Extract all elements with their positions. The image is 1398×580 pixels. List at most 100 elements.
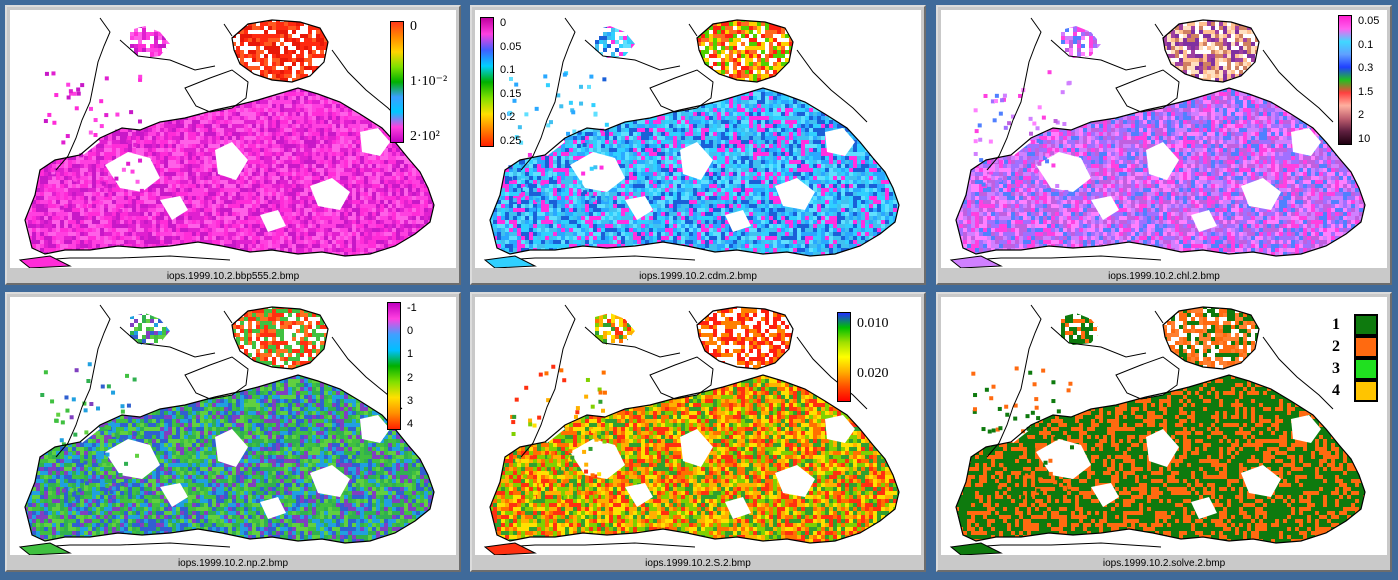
shelf-data-field — [595, 26, 635, 58]
azov-coastline — [1162, 19, 1260, 83]
coastline — [955, 87, 1366, 257]
black-sea-map — [18, 17, 435, 268]
colorbar-tick-label: 2 — [1358, 109, 1364, 121]
crimea-land — [184, 356, 249, 400]
river-coast — [970, 17, 1334, 261]
colorbar-legend: 0.010 0.020 — [837, 312, 913, 402]
colorbar-tick-label: 0 — [410, 20, 417, 34]
shelf-data-field — [130, 26, 170, 58]
colorbar-tick-label: 0 — [407, 325, 413, 337]
colorbar-tick-label: 0.25 — [500, 135, 521, 147]
colorbar-tick-label: 0.2 — [500, 111, 515, 123]
colorbar-tick-label: 0.3 — [1358, 62, 1373, 74]
colorbar-tick-label: 0.05 — [1358, 15, 1379, 27]
class-number: 2 — [1328, 338, 1344, 356]
crimea-land — [1115, 356, 1180, 400]
map-window-solve[interactable]: 1 2 3 4 iops.1999.10.2.solve.2.bmp — [936, 292, 1392, 572]
colorbar — [1338, 15, 1352, 145]
shelf-data-field — [1061, 26, 1101, 58]
colorbar-legend: 0 0.05 0.1 0.15 0.2 0.25 — [480, 17, 530, 147]
colorbar-tick-label: -1 — [407, 302, 417, 314]
colorbar-tick-label: 2 — [407, 372, 413, 384]
colorbar-tick-label: 0 — [500, 17, 506, 29]
black-sea-map — [483, 17, 900, 268]
river-coast — [970, 304, 1334, 548]
map-window-cdm[interactable]: 0 0.05 0.1 0.15 0.2 0.25 iops.1999.10.2.cdm.2… — [470, 5, 926, 285]
filename-status: iops.1999.10.2.cdm.2.bmp — [475, 270, 921, 283]
colorbar-tick-label: 1.5 — [1358, 86, 1373, 98]
colorbar-legend: -1 0 1 2 3 4 — [387, 302, 437, 430]
black-sea-map — [949, 17, 1366, 268]
filename-status: iops.1999.10.2.S.2.bmp — [475, 557, 921, 570]
crimea-land — [1115, 69, 1180, 113]
map-window-bbp555[interactable]: 0 1·10⁻² 2·10² iops.1999.10.2.bbp555.2.bmp — [5, 5, 461, 285]
marmara-corner — [18, 255, 72, 268]
filename-status: iops.1999.10.2.solve.2.bmp — [941, 557, 1387, 570]
map-window-np[interactable]: -1 0 1 2 3 4 iops.1999.10.2.np.2.bmp — [5, 292, 461, 572]
crimea-land — [649, 69, 714, 113]
azov-coastline — [1162, 306, 1260, 370]
map-canvas — [10, 10, 456, 268]
black-sea-map — [18, 304, 435, 555]
colorbar — [390, 21, 404, 143]
crimea-land — [649, 356, 714, 400]
class-number: 1 — [1328, 316, 1344, 334]
river-coast — [504, 17, 868, 261]
coastline — [24, 87, 435, 257]
shelf-data-field — [130, 313, 170, 345]
river-coast — [39, 304, 403, 548]
class-swatch — [1354, 336, 1378, 358]
class-swatch — [1354, 358, 1378, 380]
black-sea-map — [483, 304, 900, 555]
map-canvas — [475, 10, 921, 268]
map-canvas — [941, 10, 1387, 268]
colorbar-tick-label: 10 — [1358, 133, 1370, 145]
colorbar-tick-label: 0.1 — [1358, 39, 1373, 51]
colorbar — [480, 17, 494, 147]
filename-status: iops.1999.10.2.bbp555.2.bmp — [10, 270, 456, 283]
class-swatch — [1354, 314, 1378, 336]
map-canvas — [10, 297, 456, 555]
marmara-corner — [18, 542, 72, 555]
azov-coastline — [696, 19, 794, 83]
colorbar — [837, 312, 851, 402]
class-number: 4 — [1328, 382, 1344, 400]
map-canvas — [941, 297, 1387, 555]
colorbar-tick-label: 0.05 — [500, 41, 521, 53]
azov-coastline — [231, 19, 329, 83]
river-coast — [504, 304, 868, 548]
azov-coastline — [696, 306, 794, 370]
colorbar-tick-label: 4 — [407, 418, 413, 430]
black-sea-map — [949, 304, 1366, 555]
colorbar — [387, 302, 401, 430]
map-window-chl[interactable]: 0.05 0.1 0.3 1.5 2 10 iops.1999.10.2.chl.2.bm… — [936, 5, 1392, 285]
filename-status: iops.1999.10.2.np.2.bmp — [10, 557, 456, 570]
class-number: 3 — [1328, 360, 1344, 378]
colorbar-tick-label: 0.020 — [857, 367, 889, 381]
river-coast — [39, 17, 403, 261]
crimea-land — [184, 69, 249, 113]
coastline — [955, 374, 1366, 544]
colorbar-tick-label: 0.010 — [857, 317, 889, 331]
colorbar-tick-label: 0.1 — [500, 64, 515, 76]
colorbar-tick-label: 2·10² — [410, 130, 440, 144]
colorbar-legend: 0.05 0.1 0.3 1.5 2 10 — [1338, 15, 1382, 145]
filename-status: iops.1999.10.2.chl.2.bmp — [941, 270, 1387, 283]
class-legend: 1 2 3 4 — [1328, 314, 1380, 414]
shelf-data-field — [595, 313, 635, 345]
shelf-data-field — [1061, 313, 1101, 345]
marmara-corner — [949, 542, 1003, 555]
colorbar-tick-label: 0.15 — [500, 88, 521, 100]
marmara-corner — [483, 542, 537, 555]
colorbar-tick-label: 1 — [407, 348, 413, 360]
azov-coastline — [231, 306, 329, 370]
coastline — [489, 87, 900, 257]
colorbar-tick-label: 3 — [407, 395, 413, 407]
class-swatch — [1354, 380, 1378, 402]
map-window-s[interactable]: 0.010 0.020 iops.1999.10.2.S.2.bmp — [470, 292, 926, 572]
colorbar-tick-label: 1·10⁻² — [410, 75, 447, 89]
marmara-corner — [949, 255, 1003, 268]
coastline — [24, 374, 435, 544]
marmara-corner — [483, 255, 537, 268]
coastline — [489, 374, 900, 544]
